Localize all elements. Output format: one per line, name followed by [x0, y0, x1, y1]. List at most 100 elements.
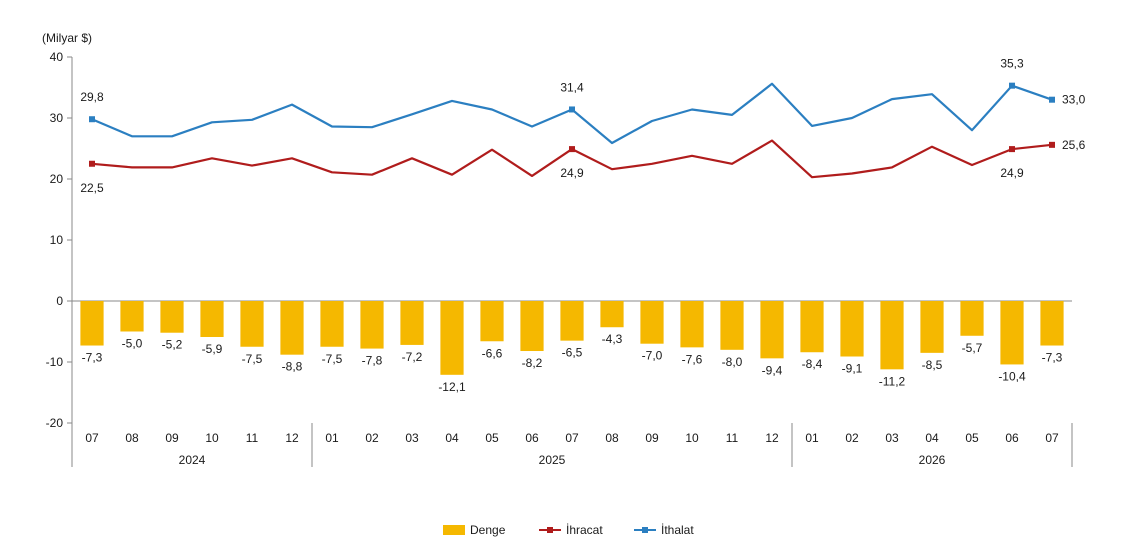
x-tick-label: 04	[445, 431, 459, 445]
bar-denge	[360, 301, 384, 349]
bar-denge	[280, 301, 304, 355]
y-tick-label: -20	[46, 416, 64, 430]
x-tick-label: 09	[645, 431, 659, 445]
bar-denge	[560, 301, 584, 341]
y-tick-label: 0	[56, 294, 63, 308]
x-tick-label: 01	[805, 431, 819, 445]
bar-value-label: -5,9	[202, 342, 223, 356]
legend-marker	[547, 527, 553, 533]
axes-group: (Milyar $) 40 30 20 10 0 -10 -20	[42, 31, 1072, 430]
bar-value-label: -10,4	[998, 369, 1026, 383]
bar-value-label: -7,3	[1042, 351, 1063, 365]
bar-value-label: -8,0	[722, 355, 743, 369]
bar-value-label: -9,4	[762, 363, 783, 377]
bar-denge	[1040, 301, 1064, 346]
bar-denge	[960, 301, 984, 336]
x-tick-label: 07	[1045, 431, 1059, 445]
line-marker	[89, 116, 95, 123]
bar-denge	[320, 301, 344, 347]
x-tick-label: 12	[765, 431, 779, 445]
y-tick-label: 30	[50, 111, 64, 125]
line-value-label: 25,6	[1062, 138, 1086, 152]
line-marker	[1049, 96, 1055, 103]
line-value-label: 33,0	[1062, 93, 1086, 107]
x-tick-label: 03	[885, 431, 899, 445]
bar-denge	[440, 301, 464, 375]
bar-value-label: -7,5	[322, 352, 343, 366]
line-marker	[1009, 146, 1015, 153]
line-marker	[569, 106, 575, 113]
bar-denge	[640, 301, 664, 344]
legend-group: Denge İhracat İthalat	[443, 523, 694, 537]
bar-denge	[760, 301, 784, 359]
bar-value-label: -12,1	[438, 380, 466, 394]
x-tick-label: 10	[685, 431, 699, 445]
bar-denge	[1000, 301, 1024, 365]
bar-value-label: -5,7	[962, 341, 983, 355]
year-group-label: 2025	[539, 453, 566, 467]
legend-label: İhracat	[566, 523, 603, 537]
x-tick-label: 06	[525, 431, 539, 445]
legend-marker	[642, 527, 648, 533]
bar-value-label: -6,5	[562, 346, 583, 360]
x-axis-group: 07 08 09 10 11 12 01 02 03 04 05 06 07 08 09 10 11 12 01 02…	[71, 423, 1073, 467]
bar-denge	[400, 301, 424, 345]
bar-denge	[880, 301, 904, 370]
x-tick-label: 08	[125, 431, 139, 445]
line-value-label: 29,8	[80, 90, 104, 104]
y-tick-label: 40	[50, 50, 64, 64]
bar-denge	[920, 301, 944, 353]
bar-denge	[520, 301, 544, 352]
bar-value-label: -8,5	[922, 358, 943, 372]
bar-denge	[840, 301, 864, 357]
bar-denge	[80, 301, 104, 346]
x-tick-label: 02	[845, 431, 859, 445]
x-tick-label: 12	[285, 431, 299, 445]
bar-value-label: -5,2	[162, 338, 183, 352]
bar-value-label: -4,3	[602, 332, 623, 346]
x-tick-label: 08	[605, 431, 619, 445]
x-tick-label: 05	[485, 431, 499, 445]
y-tick-label: 20	[50, 172, 64, 186]
x-tick-label: 11	[246, 431, 259, 445]
legend-label: Denge	[470, 523, 506, 537]
line-value-label: 31,4	[560, 80, 584, 94]
y-tick-label: -10	[46, 355, 64, 369]
bar-value-label: -7,5	[242, 352, 263, 366]
line-marker	[1049, 141, 1055, 148]
line-value-label: 24,9	[560, 166, 584, 180]
bar-denge	[200, 301, 224, 337]
bar-value-label: -7,8	[362, 354, 383, 368]
bar-value-label: -5,0	[122, 337, 143, 351]
legend-label: İthalat	[661, 523, 694, 537]
x-tick-label: 05	[965, 431, 979, 445]
labels-group: -7,3 -5,0 -5,2 -5,9 -7,5 -8,8 -7,5 -7,8 -7,2 -12,…	[80, 57, 1085, 394]
bar-value-label: -8,8	[282, 360, 303, 374]
x-tick-label: 06	[1005, 431, 1019, 445]
bar-value-label: -8,4	[802, 357, 823, 371]
bar-value-label: -8,2	[522, 356, 543, 370]
bar-denge	[720, 301, 744, 350]
bar-denge	[240, 301, 264, 347]
bar-denge	[160, 301, 184, 333]
year-group-label: 2026	[919, 453, 946, 467]
x-tick-label: 04	[925, 431, 939, 445]
x-tick-label: 01	[325, 431, 339, 445]
bar-denge	[480, 301, 504, 342]
lines-group	[89, 82, 1055, 179]
bar-denge	[120, 301, 144, 332]
year-group-label: 2024	[179, 453, 206, 467]
line-value-label: 35,3	[1000, 57, 1024, 71]
bar-value-label: -7,3	[82, 351, 103, 365]
x-tick-label: 11	[726, 431, 739, 445]
line-value-label: 24,9	[1000, 166, 1024, 180]
bar-value-label: -6,6	[482, 346, 503, 360]
x-tick-label: 09	[165, 431, 179, 445]
bar-denge	[600, 301, 624, 328]
x-tick-label: 10	[205, 431, 219, 445]
line-value-label: 22,5	[80, 181, 104, 195]
x-tick-label: 07	[85, 431, 99, 445]
line-marker	[89, 160, 95, 167]
bar-denge	[680, 301, 704, 348]
